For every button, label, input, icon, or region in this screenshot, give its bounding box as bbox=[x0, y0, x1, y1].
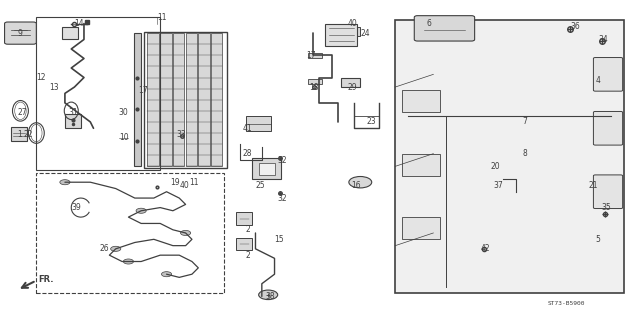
Text: 19: 19 bbox=[170, 178, 179, 187]
Bar bbox=[325, 24, 357, 46]
Text: 5: 5 bbox=[595, 235, 600, 244]
Circle shape bbox=[181, 230, 191, 236]
Text: 33: 33 bbox=[176, 130, 186, 139]
Bar bbox=[348, 27, 360, 36]
Bar bbox=[147, 33, 159, 166]
FancyBboxPatch shape bbox=[593, 111, 623, 145]
Text: 1: 1 bbox=[17, 130, 22, 139]
Text: 27: 27 bbox=[17, 108, 27, 117]
Bar bbox=[211, 33, 223, 166]
Text: 32: 32 bbox=[278, 194, 287, 203]
Bar bbox=[401, 217, 440, 239]
Bar bbox=[335, 27, 351, 36]
Text: 8: 8 bbox=[523, 149, 527, 158]
Bar bbox=[36, 17, 160, 170]
Text: 22: 22 bbox=[24, 130, 33, 139]
Text: 36: 36 bbox=[570, 22, 580, 31]
Text: 32: 32 bbox=[278, 156, 287, 164]
FancyBboxPatch shape bbox=[414, 16, 475, 41]
Text: 38: 38 bbox=[265, 292, 274, 301]
Text: 41: 41 bbox=[243, 124, 253, 133]
Text: 7: 7 bbox=[523, 117, 527, 126]
Text: 4: 4 bbox=[595, 76, 600, 85]
Text: 10: 10 bbox=[119, 133, 128, 142]
Circle shape bbox=[123, 259, 133, 264]
Bar bbox=[173, 33, 184, 166]
Bar bbox=[401, 154, 440, 176]
Text: 35: 35 bbox=[602, 203, 611, 212]
Text: 17: 17 bbox=[138, 86, 147, 95]
Text: 11: 11 bbox=[189, 178, 198, 187]
Bar bbox=[36, 173, 224, 293]
Text: 28: 28 bbox=[243, 149, 252, 158]
Text: 24: 24 bbox=[360, 28, 370, 38]
Text: 15: 15 bbox=[274, 235, 284, 244]
Text: FR.: FR. bbox=[38, 275, 54, 284]
Circle shape bbox=[258, 290, 278, 300]
Bar bbox=[246, 116, 271, 132]
Text: 39: 39 bbox=[71, 203, 81, 212]
Text: 42: 42 bbox=[481, 244, 491, 253]
Text: 37: 37 bbox=[494, 181, 503, 190]
Bar bbox=[62, 27, 78, 39]
FancyBboxPatch shape bbox=[593, 175, 623, 209]
Bar bbox=[401, 90, 440, 112]
Bar bbox=[160, 33, 172, 166]
FancyBboxPatch shape bbox=[593, 58, 623, 91]
Text: 9: 9 bbox=[17, 28, 22, 38]
Text: 2: 2 bbox=[246, 225, 251, 234]
Bar bbox=[186, 33, 197, 166]
Text: 6: 6 bbox=[427, 19, 432, 28]
Bar bbox=[144, 32, 227, 168]
Text: 34: 34 bbox=[598, 35, 608, 44]
Bar bbox=[308, 79, 322, 84]
Bar bbox=[395, 20, 624, 293]
Bar bbox=[237, 238, 252, 251]
Bar bbox=[308, 53, 322, 59]
Text: 14: 14 bbox=[75, 19, 84, 28]
Text: 2: 2 bbox=[246, 251, 251, 260]
Text: ST73-B5900: ST73-B5900 bbox=[547, 301, 585, 306]
Text: 23: 23 bbox=[367, 117, 376, 126]
Circle shape bbox=[161, 272, 172, 277]
Text: 17: 17 bbox=[306, 51, 316, 60]
Bar bbox=[237, 212, 252, 225]
Text: 29: 29 bbox=[348, 83, 357, 92]
Bar bbox=[11, 127, 27, 141]
Bar bbox=[133, 33, 141, 166]
Text: 26: 26 bbox=[100, 244, 110, 253]
Text: 21: 21 bbox=[589, 181, 598, 190]
Bar bbox=[341, 77, 360, 87]
Circle shape bbox=[110, 246, 121, 252]
Text: 16: 16 bbox=[351, 181, 360, 190]
Text: 40: 40 bbox=[348, 19, 357, 28]
Circle shape bbox=[136, 208, 146, 213]
Circle shape bbox=[349, 177, 372, 188]
Bar bbox=[258, 163, 274, 175]
Bar bbox=[65, 114, 81, 128]
Text: 25: 25 bbox=[255, 181, 265, 190]
Text: 12: 12 bbox=[36, 73, 46, 82]
Text: 11: 11 bbox=[157, 13, 167, 22]
Bar bbox=[198, 33, 210, 166]
Circle shape bbox=[60, 180, 70, 185]
Text: 30: 30 bbox=[119, 108, 129, 117]
Text: 20: 20 bbox=[491, 162, 500, 171]
FancyBboxPatch shape bbox=[4, 22, 36, 44]
Bar bbox=[252, 158, 281, 179]
Text: 18: 18 bbox=[309, 83, 319, 92]
Text: 40: 40 bbox=[179, 181, 189, 190]
Text: 31: 31 bbox=[68, 108, 78, 117]
Text: 13: 13 bbox=[49, 83, 59, 92]
